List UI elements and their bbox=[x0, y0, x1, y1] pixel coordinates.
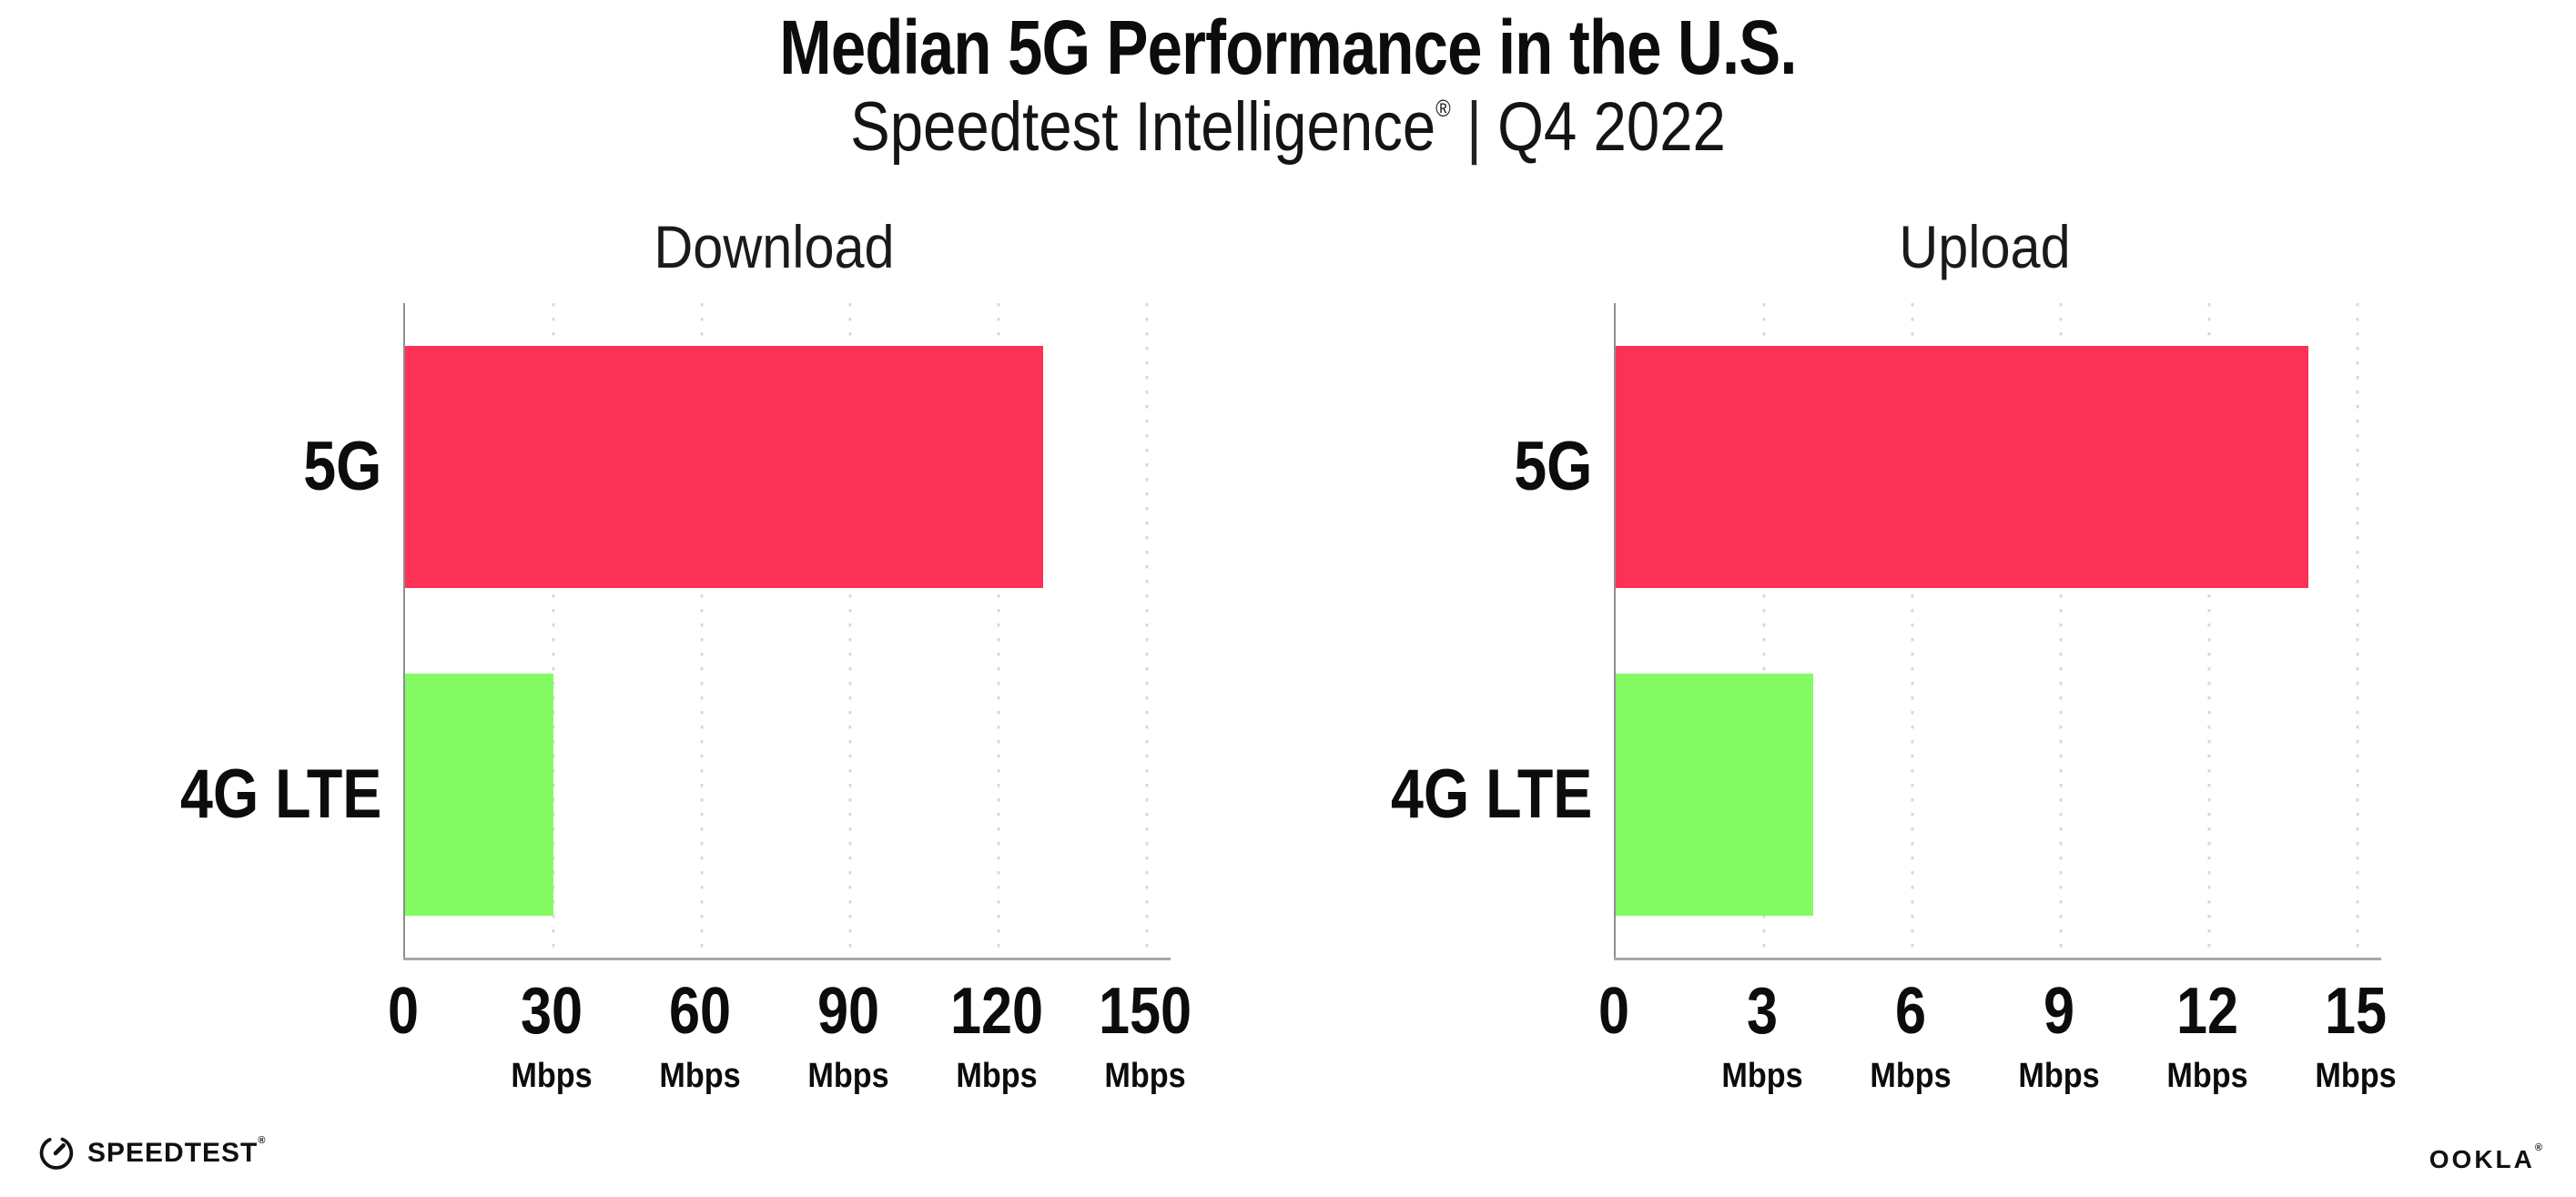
gridline-12-mbps bbox=[2207, 303, 2211, 959]
upload-x-ticks: 0 3 Mbps 6 Mbps 9 Mbps 12 Mbps 15 Mbps bbox=[1598, 979, 2397, 1106]
x-tick-unit-label: Mbps bbox=[1870, 1057, 1952, 1095]
registered-mark: ® bbox=[1435, 95, 1451, 122]
download-chart: Download 5G 4G LTE 0 30 Mbps 60 Mbps 90 Mbps 120… bbox=[180, 0, 1192, 1197]
x-tick-9: 9 Mbps bbox=[2013, 979, 2104, 1093]
x-tick-number: 30 bbox=[520, 975, 583, 1048]
x-tick-number: 9 bbox=[2043, 975, 2075, 1048]
subtitle-period: Q4 2022 bbox=[1497, 88, 1726, 166]
category-label-5g: 5G bbox=[302, 428, 381, 505]
download-x-axis-line bbox=[403, 958, 1171, 960]
x-tick-6: 6 Mbps bbox=[1865, 979, 1955, 1093]
ookla-wordmark: OOKLA bbox=[2429, 1145, 2535, 1173]
x-tick-3: 3 Mbps bbox=[1717, 979, 1807, 1093]
gridline-30-mbps bbox=[552, 303, 555, 959]
subtitle-brand: Speedtest Intelligence bbox=[850, 88, 1436, 166]
x-tick-30: 30 Mbps bbox=[506, 979, 596, 1093]
x-tick-number: 60 bbox=[668, 975, 732, 1048]
gridline-120-mbps bbox=[997, 303, 1000, 959]
x-tick-number: 3 bbox=[1746, 975, 1779, 1048]
category-label-5g: 5G bbox=[1513, 428, 1592, 505]
x-tick-15: 15 Mbps bbox=[2310, 979, 2400, 1093]
x-tick-number: 150 bbox=[1098, 975, 1192, 1048]
x-tick-12: 12 Mbps bbox=[2162, 979, 2252, 1093]
x-tick-0: 0 bbox=[385, 979, 421, 1044]
x-tick-number: 0 bbox=[387, 975, 420, 1048]
ookla-logo: OOKLA® bbox=[2429, 1142, 2545, 1174]
x-tick-unit-label: Mbps bbox=[1104, 1057, 1186, 1095]
gridline-6-mbps bbox=[1911, 303, 1914, 959]
category-label-4g-lte: 4G LTE bbox=[179, 756, 381, 833]
gridline-15-mbps bbox=[2356, 303, 2359, 959]
x-tick-120: 120 Mbps bbox=[942, 979, 1051, 1093]
x-tick-unit-label: Mbps bbox=[1721, 1057, 1803, 1095]
x-tick-60: 60 Mbps bbox=[654, 979, 745, 1093]
x-tick-150: 150 Mbps bbox=[1090, 979, 1200, 1093]
gridline-150-mbps bbox=[1145, 303, 1149, 959]
download-chart-title: Download bbox=[654, 213, 895, 280]
x-tick-number: 12 bbox=[2175, 975, 2239, 1048]
upload-chart-title: Upload bbox=[1899, 213, 2071, 280]
x-tick-number: 0 bbox=[1597, 975, 1630, 1048]
upload-plot-area: 5G 4G LTE bbox=[1391, 303, 2381, 960]
x-tick-number: 15 bbox=[2324, 975, 2388, 1048]
upload-chart: Upload 5G 4G LTE 0 3 Mbps 6 Mbps 9 Mbps 12 Mbps 15… bbox=[1391, 0, 2397, 1197]
download-x-ticks: 0 30 Mbps 60 Mbps 90 Mbps 120 Mbps 150 Mbps bbox=[388, 979, 1192, 1106]
x-tick-unit-label: Mbps bbox=[956, 1057, 1038, 1095]
x-tick-0: 0 bbox=[1596, 979, 1632, 1044]
x-tick-unit-label: Mbps bbox=[511, 1057, 593, 1095]
x-tick-number: 6 bbox=[1894, 975, 1927, 1048]
gridline-3-mbps bbox=[1762, 303, 1766, 959]
x-tick-90: 90 Mbps bbox=[803, 979, 893, 1093]
x-tick-unit-label: Mbps bbox=[2315, 1057, 2397, 1095]
gridline-9-mbps bbox=[2059, 303, 2063, 959]
gridline-90-mbps bbox=[848, 303, 852, 959]
subtitle-separator: | bbox=[1465, 88, 1482, 166]
x-tick-unit-label: Mbps bbox=[807, 1057, 889, 1095]
page-title: Median 5G Performance in the U.S. bbox=[779, 5, 1797, 90]
speedtest-wordmark: SPEEDTEST® bbox=[87, 1135, 267, 1168]
x-tick-unit-label: Mbps bbox=[2018, 1057, 2100, 1095]
category-label-4g-lte: 4G LTE bbox=[1390, 756, 1592, 833]
bar-4g-lte-download bbox=[405, 674, 553, 916]
bar-5g-download bbox=[405, 346, 1043, 588]
x-tick-number: 120 bbox=[949, 975, 1044, 1048]
download-plot-area: 5G 4G LTE bbox=[180, 303, 1171, 960]
bar-5g-upload bbox=[1616, 346, 2308, 588]
gridline-60-mbps bbox=[700, 303, 704, 959]
x-tick-number: 90 bbox=[816, 975, 880, 1048]
speedtest-registered-mark: ® bbox=[258, 1135, 267, 1146]
x-tick-unit-label: Mbps bbox=[2166, 1057, 2248, 1095]
x-tick-unit-label: Mbps bbox=[659, 1057, 741, 1095]
page-subtitle: Speedtest Intelligence® | Q4 2022 bbox=[180, 93, 2396, 162]
upload-x-axis-line bbox=[1614, 958, 2381, 960]
speedtest-logo: SPEEDTEST® bbox=[36, 1134, 266, 1172]
speedtest-gauge-icon bbox=[39, 1137, 74, 1170]
ookla-registered-mark: ® bbox=[2534, 1142, 2545, 1153]
bar-4g-lte-upload bbox=[1616, 674, 1814, 916]
